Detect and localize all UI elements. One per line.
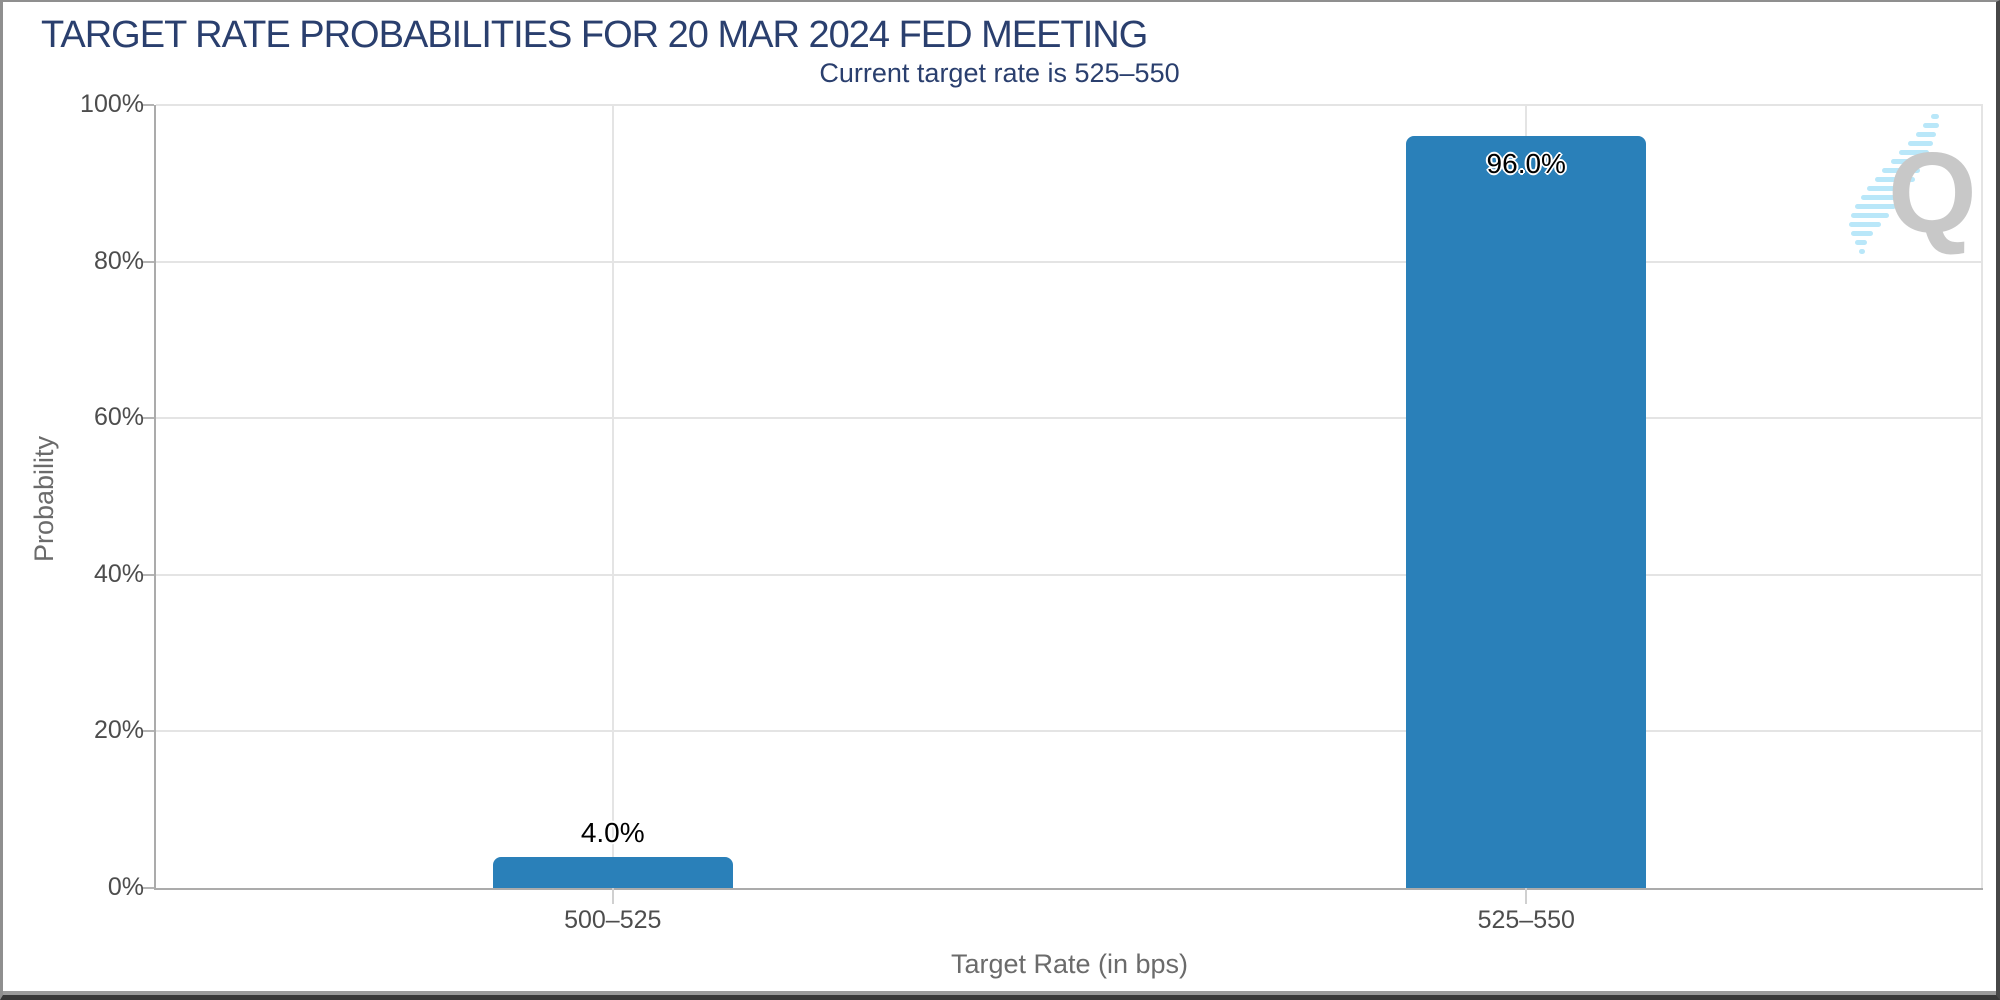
chart-subtitle: Current target rate is 525–550 (819, 58, 1180, 88)
y-tick (142, 104, 154, 106)
gridline-60 (156, 417, 1983, 420)
plot-area: Probability Target Rate (in bps) 0% 20% 40… (29, 90, 1983, 979)
q-logo-icon: Q (1888, 130, 1977, 257)
swoosh-dash (1867, 186, 1909, 191)
swoosh-dash (1908, 141, 1933, 146)
swoosh-dash (1861, 195, 1903, 200)
y-tick (142, 887, 154, 889)
y-axis-title: Probability (29, 435, 59, 563)
x-tick (1525, 888, 1528, 904)
swoosh-dash (1891, 159, 1925, 164)
x-tick-label: 525–550 (1477, 906, 1575, 934)
y-tick (142, 730, 154, 733)
swoosh-dash (1931, 114, 1939, 119)
y-tick (142, 260, 154, 263)
swoosh-dash (1851, 213, 1889, 218)
swoosh-dash (1899, 150, 1929, 155)
swoosh-dash (1855, 240, 1867, 245)
x-tick-label: 500–525 (564, 906, 662, 934)
bar-value-label: 96.0% (1486, 148, 1566, 180)
gridline-20 (156, 730, 1983, 733)
swoosh-dash (1859, 249, 1865, 254)
swoosh-dash (1849, 222, 1881, 227)
quikstrike-watermark: Q (1848, 107, 1978, 267)
y-tick-label: 0% (107, 873, 144, 901)
y-tick-label: 100% (80, 90, 144, 118)
y-tick (142, 417, 154, 420)
y-tick-label: 80% (93, 246, 144, 275)
swoosh-dash (1851, 231, 1873, 236)
swoosh-dash (1855, 204, 1896, 209)
chart-title: TARGET RATE PROBABILITIES FOR 20 MAR 202… (41, 14, 1148, 56)
x-axis-title: Target Rate (in bps) (950, 949, 1189, 979)
gridline-100 (156, 104, 1983, 106)
bar-value-label: 4.0% (580, 816, 645, 848)
gridline-80 (156, 260, 1983, 263)
y-tick-label: 60% (93, 403, 144, 432)
swoosh-dash (1875, 177, 1915, 182)
x-tick (611, 888, 614, 904)
category-gridline (611, 105, 614, 888)
y-tick (142, 573, 154, 576)
gridline-40 (156, 573, 1983, 576)
plot-right-border (1981, 105, 1983, 888)
swoosh-dash (1882, 168, 1920, 173)
swoosh-dash (1916, 132, 1936, 137)
bar-500–525 (492, 856, 733, 888)
y-tick-label: 40% (93, 559, 144, 588)
y-tick-label: 20% (93, 716, 144, 745)
bar-525–550 (1406, 136, 1647, 888)
swoosh-dash (1923, 123, 1939, 128)
